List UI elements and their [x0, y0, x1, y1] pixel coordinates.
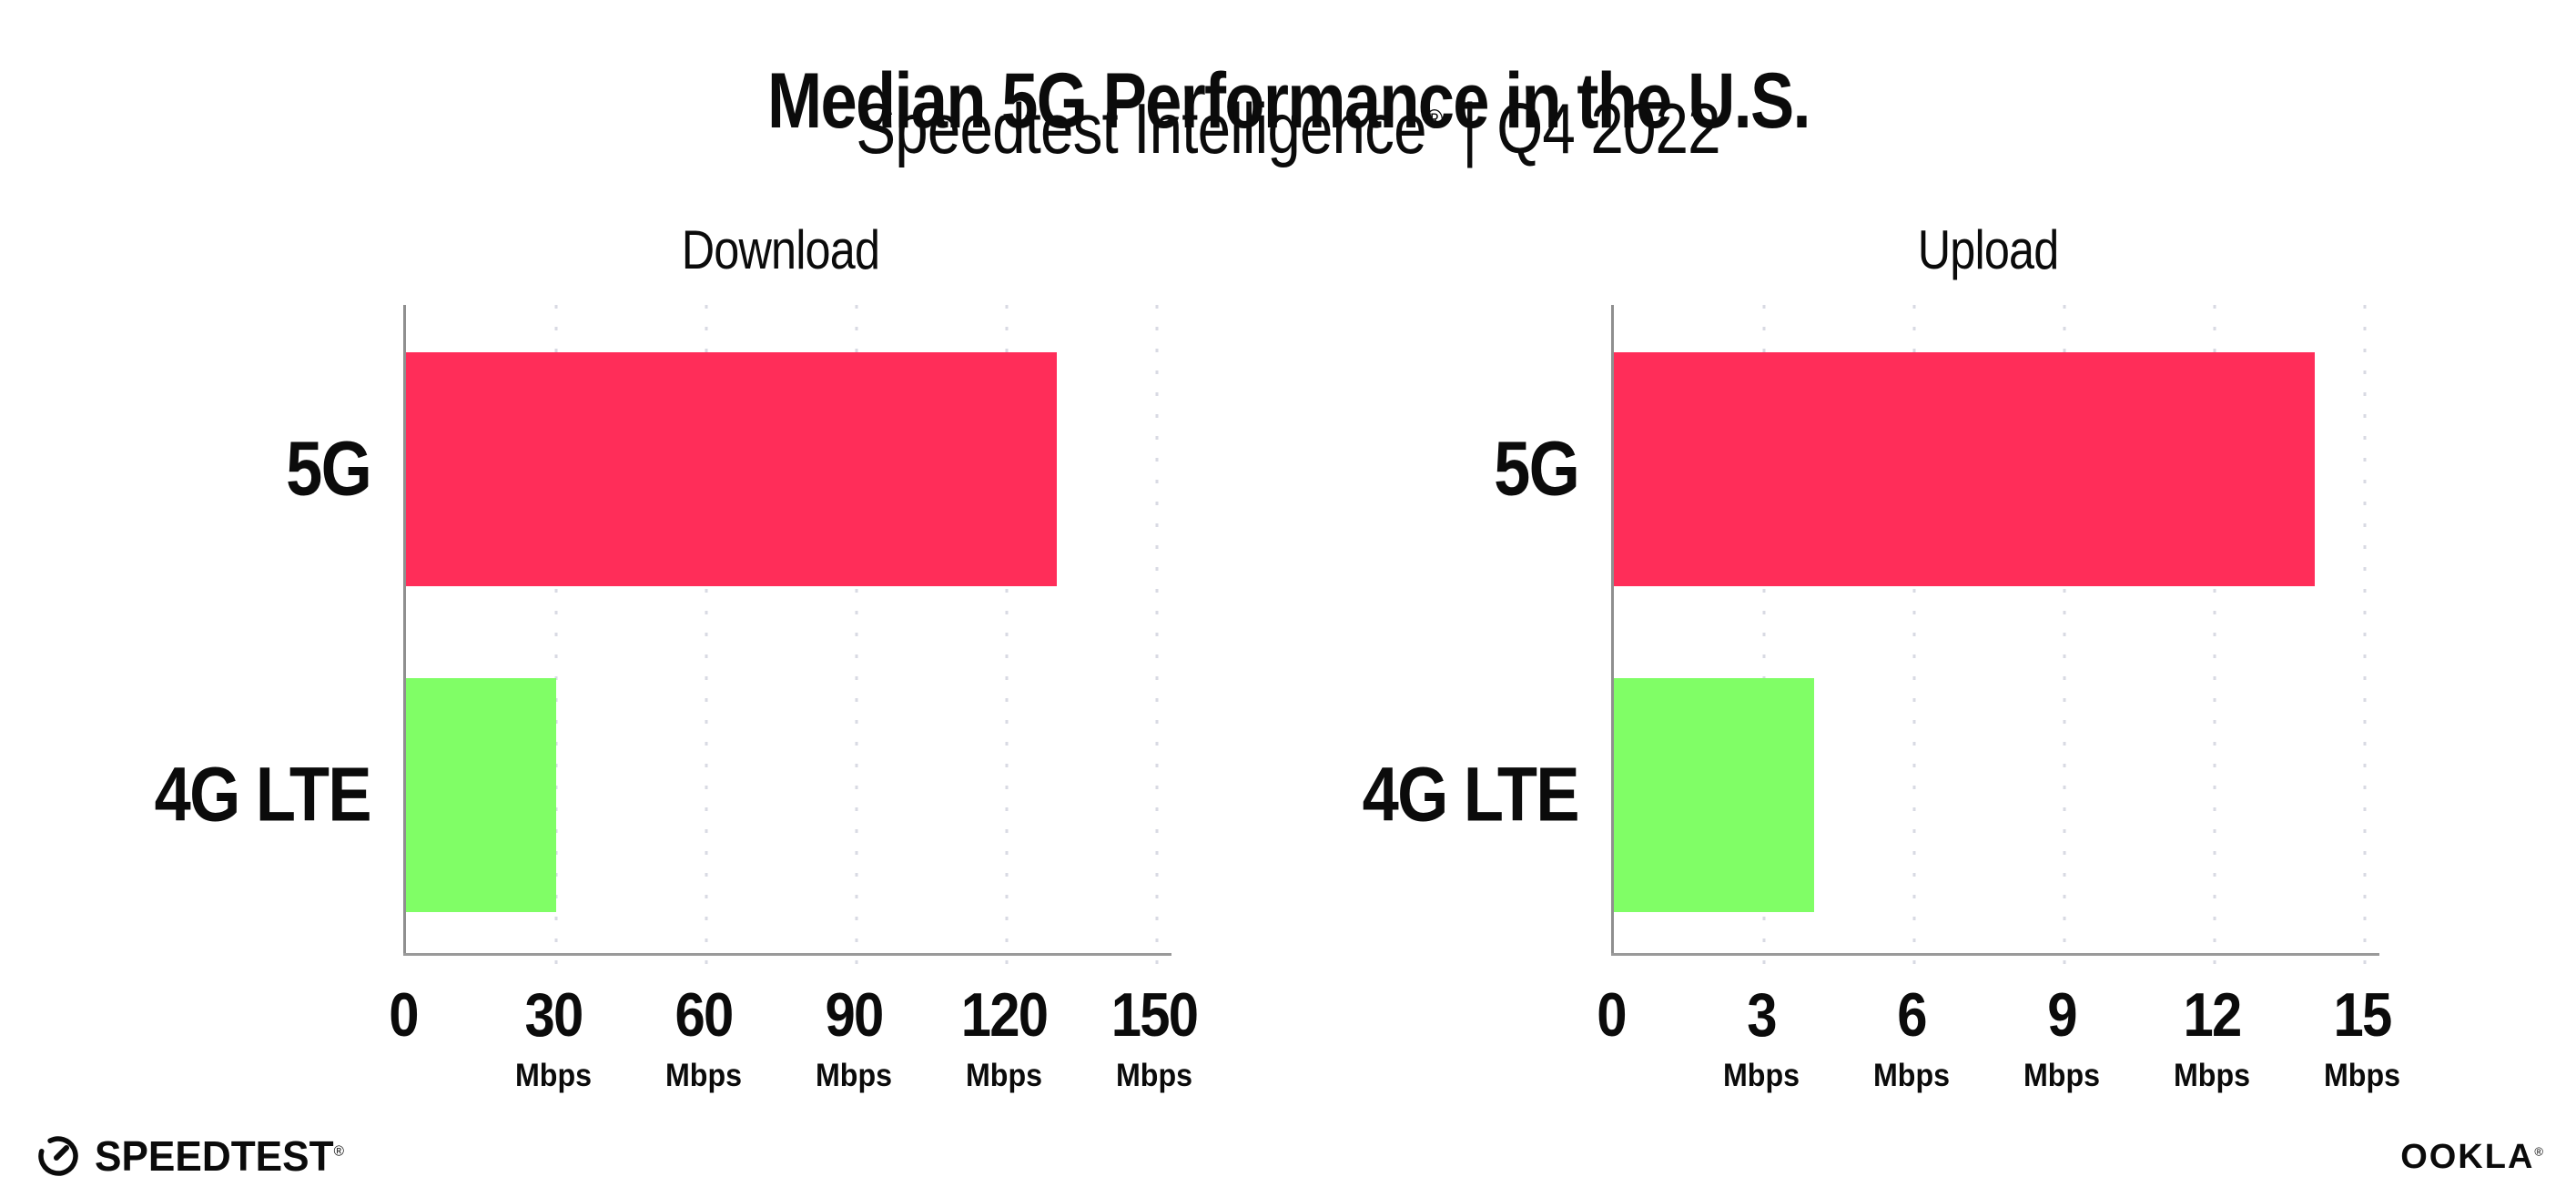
- x-tick-value: 3: [1747, 980, 1777, 1050]
- upload-category-labels: 5G 4G LTE: [1345, 305, 1580, 953]
- x-tick-value: 12: [2183, 980, 2242, 1050]
- category-label-5g: 5G: [1494, 425, 1580, 512]
- category-label-4g-lte: 4G LTE: [154, 751, 372, 837]
- subtitle-period: Q4 2022: [1496, 88, 1720, 168]
- x-tick-6: 6 Mbps: [1870, 979, 1952, 1094]
- x-tick-unit: Mbps: [2173, 1058, 2251, 1093]
- x-tick-unit: Mbps: [965, 1058, 1043, 1093]
- x-tick-0: 0: [387, 979, 420, 1050]
- download-chart: Download 5G 4G LTE 0 30 Mbps 60 Mbps 90 Mbps 120…: [137, 218, 1199, 1129]
- bar-5g: [1614, 352, 2315, 586]
- x-tick-120: 120 Mbps: [955, 979, 1052, 1094]
- upload-chart-title-text: Upload: [1917, 219, 2060, 280]
- speedtest-logo: SPEEDTEST®: [36, 1131, 354, 1181]
- x-tick-value: 15: [2333, 980, 2392, 1050]
- category-label-5g: 5G: [286, 425, 372, 512]
- x-tick-unit: Mbps: [1722, 1058, 1800, 1093]
- upload-chart-title: Upload: [1611, 218, 2365, 281]
- upload-gridlines: [1614, 305, 2367, 966]
- download-chart-title-text: Download: [681, 219, 879, 280]
- x-tick-unit: Mbps: [664, 1058, 743, 1093]
- gridline-30: [554, 305, 558, 966]
- x-tick-value: 90: [825, 980, 884, 1050]
- category-label-4g-lte: 4G LTE: [1362, 751, 1580, 837]
- ookla-wordmark-text: OOKLA: [2400, 1138, 2535, 1176]
- x-tick-15: 15 Mbps: [2320, 979, 2403, 1094]
- bar-4g-lte: [406, 678, 556, 912]
- page-title: Median 5G Performance in the U.S.: [0, 56, 2576, 147]
- gridline-120: [1005, 305, 1009, 966]
- download-plot-area: [403, 305, 1171, 966]
- x-tick-unit: Mbps: [1872, 1058, 1951, 1093]
- bar-5g: [406, 352, 1057, 586]
- speedtest-wordmark-text: SPEEDTEST: [95, 1132, 334, 1180]
- x-tick-0: 0: [1595, 979, 1628, 1050]
- x-tick-value: 9: [2047, 980, 2077, 1050]
- x-tick-3: 3 Mbps: [1719, 979, 1802, 1094]
- ookla-logo: OOKLA®: [2400, 1138, 2545, 1177]
- upload-x-axis-line: [1611, 953, 2379, 956]
- x-tick-150: 150 Mbps: [1105, 979, 1202, 1094]
- x-tick-value: 150: [1111, 980, 1199, 1050]
- gridline-9: [2063, 305, 2066, 966]
- x-tick-value: 30: [524, 980, 583, 1050]
- x-tick-unit: Mbps: [2023, 1058, 2101, 1093]
- x-tick-9: 9 Mbps: [2020, 979, 2103, 1094]
- gridline-6: [1912, 305, 1916, 966]
- x-tick-90: 90 Mbps: [812, 979, 895, 1094]
- download-x-axis-line: [403, 953, 1171, 956]
- x-tick-unit: Mbps: [2323, 1058, 2401, 1093]
- upload-plot-area: [1611, 305, 2379, 966]
- download-bars: [406, 305, 1157, 953]
- x-tick-30: 30 Mbps: [512, 979, 594, 1094]
- speedtest-trademark-icon: ®: [333, 1143, 344, 1160]
- download-x-axis-ticks: 0 30 Mbps 60 Mbps 90 Mbps 120 Mbps 150 Mbps: [389, 979, 1199, 1125]
- x-tick-12: 12 Mbps: [2170, 979, 2253, 1094]
- x-tick-value: 6: [1897, 980, 1927, 1050]
- x-tick-unit: Mbps: [815, 1058, 893, 1093]
- x-tick-value: 60: [674, 980, 734, 1050]
- page-subtitle-text: Speedtest Intelligence® | Q4 2022: [856, 87, 1720, 170]
- bar-4g-lte: [1614, 678, 1814, 912]
- page-subtitle: Speedtest Intelligence® | Q4 2022: [0, 87, 2576, 170]
- speedtest-wordmark: SPEEDTEST®: [95, 1131, 344, 1181]
- x-tick-value: 0: [389, 980, 419, 1050]
- subtitle-product: Speedtest Intelligence: [856, 88, 1426, 168]
- download-gridlines: [406, 305, 1159, 966]
- speedtest-gauge-icon: [38, 1136, 78, 1176]
- gridline-3: [1762, 305, 1766, 966]
- gridline-90: [855, 305, 858, 966]
- x-tick-unit: Mbps: [1115, 1058, 1193, 1093]
- x-tick-60: 60 Mbps: [662, 979, 745, 1094]
- upload-x-axis-ticks: 0 3 Mbps 6 Mbps 9 Mbps 12 Mbps 15 Mbps: [1597, 979, 2400, 1125]
- download-category-labels: 5G 4G LTE: [137, 305, 372, 953]
- download-chart-title: Download: [403, 218, 1157, 281]
- gridline-60: [705, 305, 708, 966]
- upload-bars: [1614, 305, 2365, 953]
- x-tick-unit: Mbps: [514, 1058, 593, 1093]
- subtitle-separator: |: [1462, 88, 1477, 168]
- page-title-text: Median 5G Performance in the U.S.: [766, 56, 1811, 145]
- ookla-registered-icon: ®: [2534, 1144, 2545, 1159]
- gridline-12: [2213, 305, 2216, 966]
- upload-chart: Upload 5G 4G LTE 0 3 Mbps 6 Mbps 9 Mbps 12 Mbps 15…: [1345, 218, 2400, 1129]
- registered-trademark-icon: ®: [1425, 105, 1444, 135]
- gridline-150: [1155, 305, 1159, 966]
- x-tick-value: 0: [1597, 980, 1627, 1050]
- gridline-15: [2363, 305, 2367, 966]
- x-tick-value: 120: [960, 980, 1049, 1050]
